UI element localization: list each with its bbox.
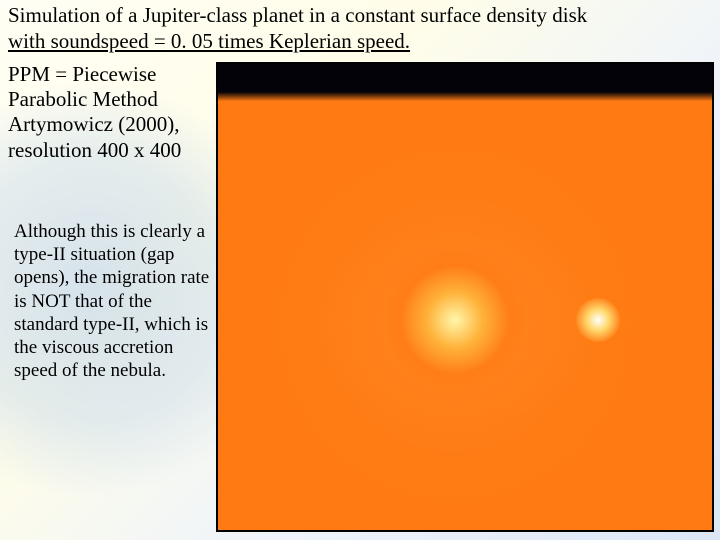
slide: Simulation of a Jupiter-class planet in … xyxy=(0,0,720,540)
simulation-image xyxy=(216,62,714,532)
meta-line-4: resolution 400 x 400 xyxy=(8,138,218,163)
title-line-1: Simulation of a Jupiter-class planet in … xyxy=(8,3,587,27)
meta-line-1: PPM = Piecewise xyxy=(8,62,218,87)
simulation-field xyxy=(218,64,712,530)
title-line-2: with soundspeed = 0. 05 times Keplerian … xyxy=(8,29,410,53)
slide-title: Simulation of a Jupiter-class planet in … xyxy=(8,2,708,55)
method-meta: PPM = Piecewise Parabolic Method Artymow… xyxy=(8,62,218,163)
meta-line-2: Parabolic Method xyxy=(8,87,218,112)
meta-line-3: Artymowicz (2000), xyxy=(8,112,218,137)
body-paragraph: Although this is clearly a type-II situa… xyxy=(14,220,214,382)
